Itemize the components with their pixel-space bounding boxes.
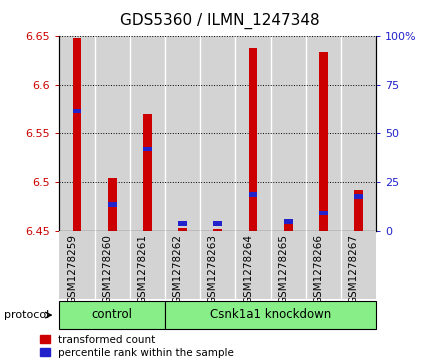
Bar [235,36,271,231]
Legend: transformed count, percentile rank within the sample: transformed count, percentile rank withi… [40,335,234,358]
Bar [341,36,376,231]
Bar [95,36,130,231]
Bar [73,109,81,114]
Bar [178,228,187,231]
Bar [213,221,222,225]
Bar [271,36,306,231]
Bar [235,231,271,299]
Bar [341,231,376,299]
Text: GSM1278260: GSM1278260 [102,234,112,304]
Bar [165,231,200,299]
Text: GSM1278267: GSM1278267 [348,234,359,304]
Bar [130,231,165,299]
Bar [108,178,117,231]
Bar [306,36,341,231]
Bar [249,48,257,231]
Bar [95,231,130,299]
Bar [143,114,152,231]
Text: control: control [92,309,133,321]
Bar [59,36,95,231]
Text: GSM1278259: GSM1278259 [67,234,77,304]
FancyBboxPatch shape [165,301,376,329]
Bar [130,36,165,231]
Text: GSM1278262: GSM1278262 [172,234,183,304]
Bar [200,36,235,231]
Text: GSM1278266: GSM1278266 [313,234,323,304]
Bar [354,194,363,199]
Bar [143,147,152,151]
Text: GSM1278264: GSM1278264 [243,234,253,304]
Bar [59,231,95,299]
Bar [178,221,187,225]
Bar [165,36,200,231]
Text: GSM1278263: GSM1278263 [208,234,218,304]
Bar [249,192,257,197]
Text: GSM1278261: GSM1278261 [137,234,147,304]
Bar [319,211,328,216]
Bar [354,190,363,231]
Bar [306,231,341,299]
Text: GDS5360 / ILMN_1247348: GDS5360 / ILMN_1247348 [120,13,320,29]
FancyBboxPatch shape [59,301,165,329]
Bar [213,229,222,231]
Bar [200,231,235,299]
Text: Csnk1a1 knockdown: Csnk1a1 knockdown [210,309,331,321]
Bar [108,202,117,207]
Text: protocol: protocol [4,310,50,320]
Bar [271,231,306,299]
Bar [319,52,328,231]
Bar [73,38,81,231]
Bar [284,219,293,224]
Bar [284,220,293,231]
Text: GSM1278265: GSM1278265 [278,234,288,304]
